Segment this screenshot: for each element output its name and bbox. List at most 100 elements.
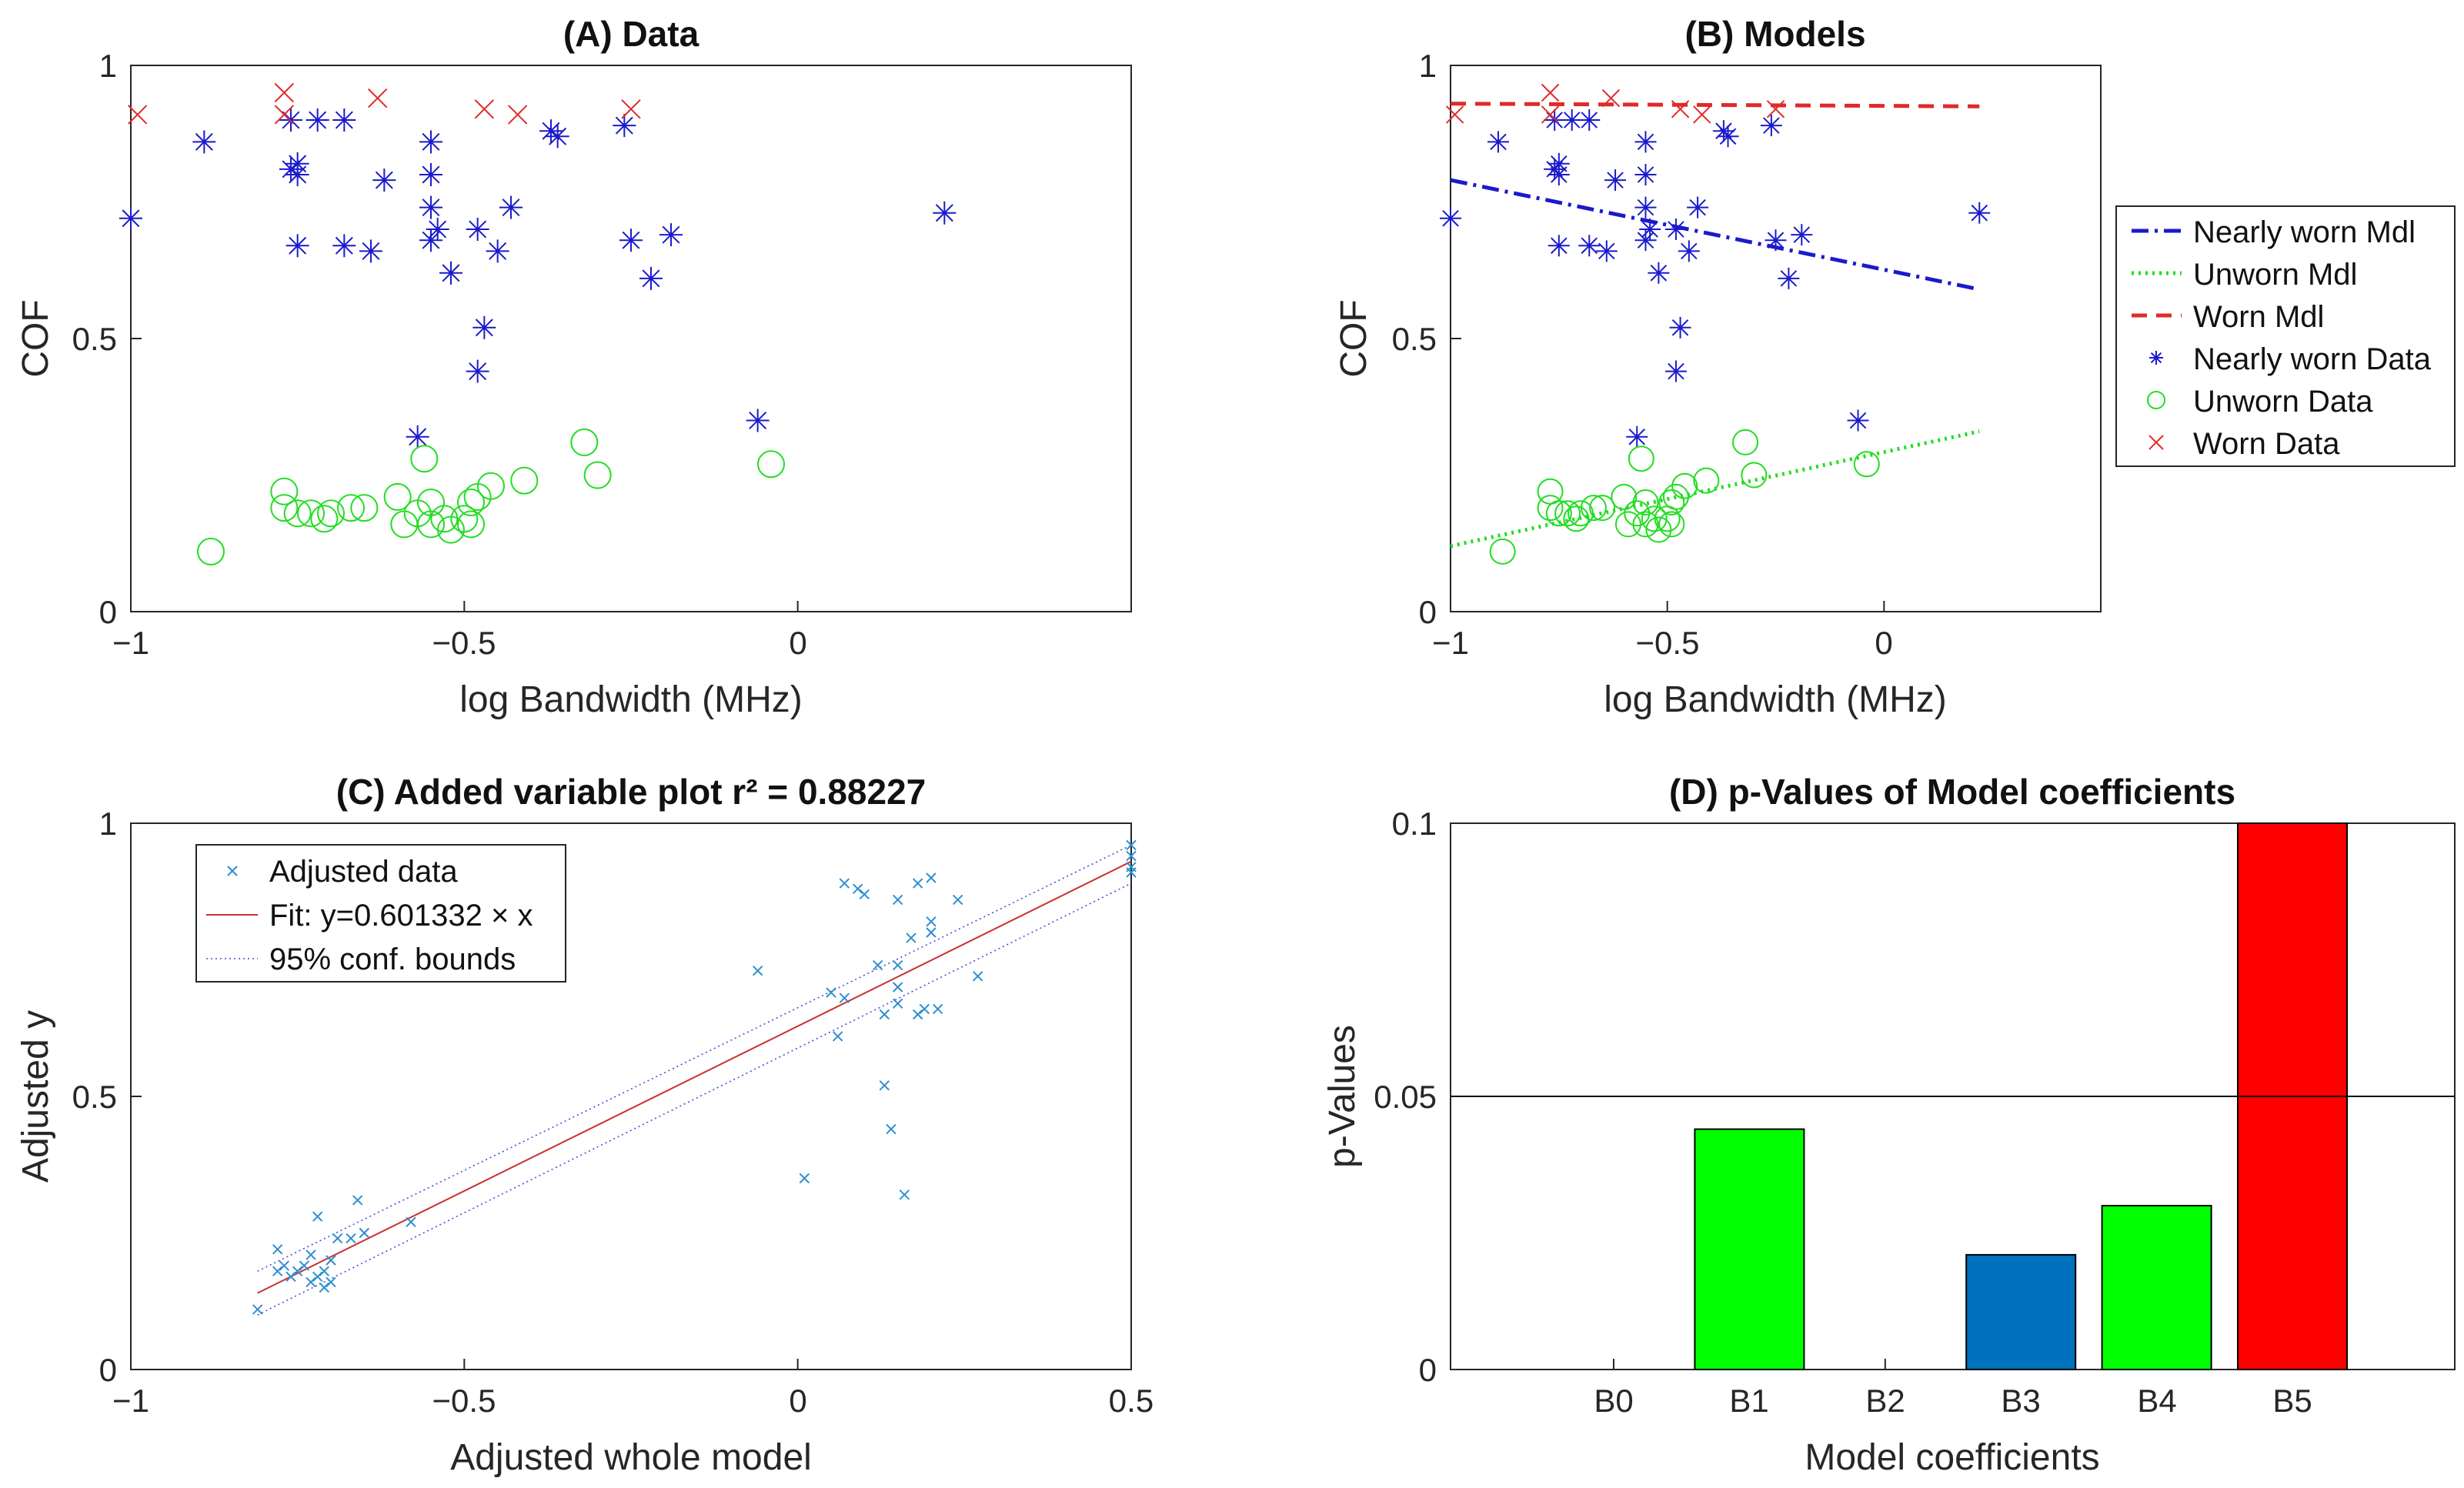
adjusted-data-point [279,1260,290,1271]
panel-c-xtick-label: 0.5 [1109,1383,1154,1419]
adjusted-data-point [252,1304,263,1315]
nearly-worn-data-point [472,315,496,339]
unworn-data-point [457,510,485,539]
nearly-worn-data-point [359,239,382,263]
unworn-data-point [197,537,225,566]
unworn-data-point [1611,483,1638,510]
nearly-worn-data-point [1664,360,1687,382]
upper-conf-bound-line [257,844,1132,1272]
adjusted-data-point-stroke [299,1260,310,1271]
worn-data-point-stroke [1445,105,1464,124]
panel-b-legend-keys [2132,229,2182,450]
panel-a: (A) Data −1 −0.5 0 0 0.5 1 log Bandwidth… [15,14,1132,720]
panel-c-ylabel: Adjusted y [15,1010,56,1183]
adjusted-data-point-stroke [1126,867,1137,878]
unworn-data-point [1489,538,1516,565]
worn-data-point-stroke [474,99,495,119]
nearly-worn-data-point [1634,131,1657,153]
adjusted-data-point-stroke [752,965,763,976]
nearly-worn-data-point [332,234,356,258]
panel-a-axes-box [130,65,1132,612]
adjusted-data-point [926,916,937,927]
unworn-data-point [477,472,505,500]
adjusted-data-point [839,878,850,889]
worn-data-point [1693,105,1711,124]
panel-d-category-label: B3 [2001,1383,2040,1419]
panel-a-ytick-label: 0.5 [72,321,117,357]
panel-c-xlabel: Adjusted whole model [450,1437,812,1478]
unworn-data-point [1645,516,1672,543]
panel-d-marks [1451,822,2455,1371]
nearly-worn-data-point [1760,115,1782,137]
nearly-worn-data-point [539,119,563,143]
nearly-worn-data-point [486,239,509,263]
panel-d-ylabel: p-Values [1322,1025,1363,1168]
legend-key-marker [2148,435,2164,450]
unworn-data-point [1671,472,1698,499]
adjusted-data-point [912,1009,923,1020]
panel-c-ytick-label: 0 [99,1352,117,1388]
nearly-worn-data-point [279,157,302,181]
unworn-data-point [1741,462,1768,489]
unworn-data-point [1662,483,1689,510]
adjusted-data-point-stroke [292,1266,303,1276]
worn-data-point [274,105,295,125]
nearly-worn-data-point [1487,131,1509,153]
nearly-worn-data-point [279,108,302,132]
panel-d-category-label: B4 [2137,1383,2176,1419]
adjusted-data-point-stroke [892,894,903,906]
worn-data-point-stroke [367,88,388,108]
worn-data-point-stroke [274,105,295,125]
adjusted-data-point-stroke [972,971,983,982]
panel-c-xtick-label: −1 [112,1383,149,1419]
nearly-worn-data-point [1634,164,1657,185]
adjusted-data-point [332,1233,343,1244]
nearly-worn-data-point [499,195,523,219]
panel-c-title: (C) Added variable plot r² = 0.88227 [336,772,926,812]
adjusted-data-point [892,982,903,993]
adjusted-data-point [839,993,850,1003]
adjusted-data-point [886,1123,896,1135]
panel-b-ticks: −1 −0.5 0 0 0.5 1 [1392,48,1893,661]
nearly-worn-data-point [1548,235,1570,257]
adjusted-data-point [879,1009,890,1020]
panel-c-ytick-label: 1 [99,806,117,842]
adjusted-data-point [826,987,836,998]
nearly-worn-data-point [639,266,663,290]
adjusted-data-point-stroke [912,1009,923,1020]
adjusted-data-point-stroke [272,1266,283,1276]
adjusted-data-point-stroke [919,1003,930,1015]
unworn-data-point [1554,500,1581,527]
adjusted-data-point-stroke [312,1211,323,1222]
adjusted-data-point-stroke [886,1123,896,1135]
nearly-worn-data-point [1664,219,1687,240]
nearly-worn-data-point [619,229,643,252]
nearly-worn-data-point [332,108,356,132]
worn-data-point [274,82,295,103]
adjusted-data-point-stroke [826,987,836,998]
legend-label-unworn-data: Unworn Data [2193,385,2373,419]
adjusted-data-point [326,1255,336,1266]
legend-label-nearly-worn-mdl: Nearly worn Mdl [2193,215,2416,249]
nearly-worn-data-point [1712,120,1734,142]
adjusted-data-point-stroke [319,1266,330,1276]
lower-conf-bound-line [257,882,1132,1316]
nearly-worn-data-point [419,163,442,186]
nearly-worn-data-point [1626,425,1648,448]
nearly-worn-data-point [1548,152,1570,175]
unworn-data-point [1614,511,1641,538]
adjusted-data-point-stroke [852,883,863,894]
unworn-data-point [1628,445,1654,472]
adjusted-data-point-stroke [312,1271,323,1283]
unworn-data-point [1632,511,1659,538]
unworn-data-point [1853,451,1880,478]
adjusted-data-point [319,1266,330,1276]
adjusted-data-point-stroke [319,1282,330,1293]
panel-a-xtick-label: −1 [112,625,149,661]
bar-b1 [1694,1128,1805,1370]
adjusted-data-point-stroke [859,889,870,900]
adjusted-data-point [892,998,903,1009]
worn-data-point [1445,105,1464,124]
panel-c-xtick-label: 0 [789,1383,806,1419]
